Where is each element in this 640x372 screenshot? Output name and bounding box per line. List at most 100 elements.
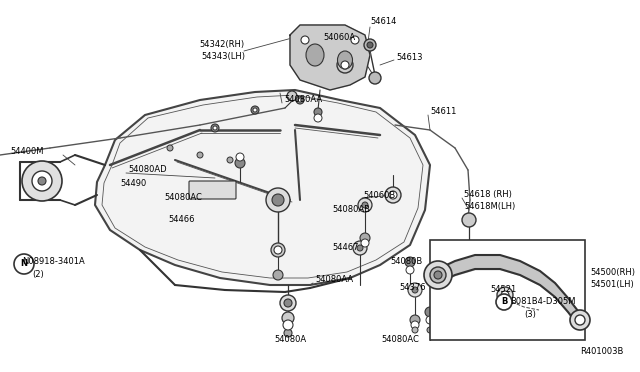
Circle shape [271,243,285,257]
Circle shape [369,72,381,84]
Circle shape [341,61,349,69]
Text: 54501(LH): 54501(LH) [590,279,634,289]
Circle shape [427,327,433,333]
Circle shape [251,106,259,114]
Circle shape [405,257,415,267]
Text: (3): (3) [524,310,536,318]
Circle shape [496,294,512,310]
Text: 54521: 54521 [490,285,516,295]
Text: 54466: 54466 [168,215,195,224]
Text: 54343(LH): 54343(LH) [201,52,245,61]
Circle shape [287,91,297,101]
Text: 54376: 54376 [399,282,426,292]
Text: N08918-3401A: N08918-3401A [22,257,84,266]
Circle shape [167,145,173,151]
Text: 54611: 54611 [430,108,456,116]
Circle shape [282,312,294,324]
Circle shape [410,315,420,325]
Circle shape [360,233,370,243]
Text: B: B [501,298,507,307]
Circle shape [22,161,62,201]
Circle shape [296,96,304,104]
Text: 54080AC: 54080AC [164,193,202,202]
Circle shape [38,177,46,185]
Text: 54060A: 54060A [323,33,355,42]
Circle shape [430,267,446,283]
Polygon shape [95,90,430,285]
Circle shape [227,157,233,163]
Circle shape [351,36,359,44]
Circle shape [464,248,474,258]
Circle shape [361,239,369,247]
Text: N: N [20,260,28,269]
Text: 54080A: 54080A [274,336,306,344]
Circle shape [283,320,293,330]
Text: 54080AA: 54080AA [315,276,353,285]
Text: 54080AC: 54080AC [381,336,419,344]
Text: 54060B: 54060B [363,190,396,199]
Circle shape [412,287,418,293]
Circle shape [272,194,284,206]
Circle shape [575,315,585,325]
Circle shape [364,39,376,51]
Circle shape [236,153,244,161]
Circle shape [497,287,513,303]
Text: 54400M: 54400M [10,148,44,157]
Circle shape [32,171,52,191]
Circle shape [284,299,292,307]
Circle shape [501,291,509,299]
Text: 54080AB: 54080AB [332,205,370,215]
Circle shape [213,126,217,130]
FancyBboxPatch shape [189,181,236,199]
Circle shape [197,152,203,158]
Circle shape [284,329,292,337]
Circle shape [211,124,219,132]
Text: 54500(RH): 54500(RH) [590,267,635,276]
Circle shape [314,108,322,116]
Circle shape [358,198,372,212]
Circle shape [298,98,302,102]
Text: 54614: 54614 [370,17,396,26]
Circle shape [14,254,34,274]
Circle shape [412,327,418,333]
Circle shape [353,241,367,255]
Circle shape [406,266,414,274]
Circle shape [424,261,452,289]
Circle shape [253,108,257,112]
Text: 54490: 54490 [120,179,147,187]
Circle shape [362,202,368,208]
Circle shape [235,158,245,168]
Circle shape [266,188,290,212]
Polygon shape [290,25,370,90]
Circle shape [411,321,419,329]
Text: 54080AD: 54080AD [128,166,166,174]
Circle shape [357,245,363,251]
Text: 54080AA: 54080AA [284,96,322,105]
Text: 54613: 54613 [396,52,422,61]
Text: 54467: 54467 [332,243,358,251]
Text: R401003B: R401003B [580,347,623,356]
Circle shape [408,283,422,297]
Text: 54342(RH): 54342(RH) [200,41,245,49]
Text: B081B4-D305M: B081B4-D305M [510,298,575,307]
Text: 54618M(LH): 54618M(LH) [464,202,515,212]
Text: 54618 (RH): 54618 (RH) [464,190,512,199]
Text: (2): (2) [32,269,44,279]
Circle shape [314,114,322,122]
Circle shape [462,213,476,227]
Circle shape [434,271,442,279]
Circle shape [301,36,309,44]
Circle shape [385,187,401,203]
Circle shape [273,270,283,280]
Text: 54080B: 54080B [390,257,422,266]
Circle shape [570,310,590,330]
Circle shape [274,246,282,254]
Circle shape [280,295,296,311]
Circle shape [425,307,435,317]
Circle shape [426,316,434,324]
Ellipse shape [337,51,353,69]
Ellipse shape [306,44,324,66]
Circle shape [389,191,397,199]
Circle shape [367,42,373,48]
Circle shape [337,57,353,73]
